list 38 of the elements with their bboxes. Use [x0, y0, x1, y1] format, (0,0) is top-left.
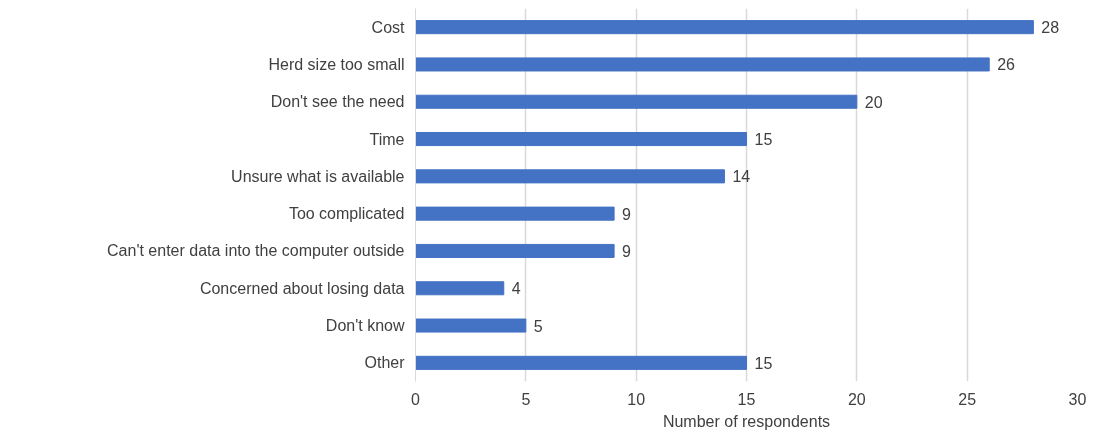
data-label: 5 — [533, 317, 543, 335]
y-tick-label: Cost — [371, 18, 406, 36]
data-label: 15 — [754, 354, 773, 372]
x-tick-label: 30 — [1068, 390, 1087, 408]
y-tick-label: Can't enter data into the computer outside — [107, 242, 405, 260]
x-axis-title: Number of respondents — [662, 412, 831, 430]
y-tick-label: Concerned about losing data — [199, 279, 405, 297]
y-tick-label: Other — [364, 354, 406, 372]
data-label: 26 — [997, 56, 1016, 74]
bar — [415, 318, 527, 333]
bar — [415, 132, 747, 147]
y-tick-label: Don't know — [325, 317, 405, 335]
x-tick-label: 25 — [958, 390, 977, 408]
y-tick-label: Too complicated — [288, 205, 405, 223]
x-tick-label: 5 — [521, 390, 531, 408]
bar — [415, 206, 615, 221]
y-tick-label: Don't see the need — [270, 93, 405, 111]
bar — [415, 281, 505, 296]
bar — [415, 169, 725, 184]
bar — [415, 243, 615, 258]
data-label: 4 — [511, 280, 521, 298]
data-label: 14 — [732, 168, 751, 186]
data-label: 28 — [1041, 19, 1060, 37]
data-label: 15 — [754, 131, 773, 149]
bar — [415, 20, 1034, 35]
x-tick-label: 20 — [847, 390, 866, 408]
x-tick-label: 0 — [411, 390, 421, 408]
data-label: 20 — [864, 93, 883, 111]
y-tick-label: Herd size too small — [268, 55, 405, 73]
x-tick-label: 15 — [737, 390, 756, 408]
data-label: 9 — [622, 205, 632, 223]
data-label: 9 — [622, 242, 632, 260]
bar — [415, 94, 858, 109]
y-tick-label: Time — [369, 130, 405, 148]
bar — [415, 57, 990, 72]
x-tick-label: 10 — [627, 390, 646, 408]
bar — [415, 355, 747, 370]
y-tick-label: Unsure what is available — [231, 167, 405, 185]
